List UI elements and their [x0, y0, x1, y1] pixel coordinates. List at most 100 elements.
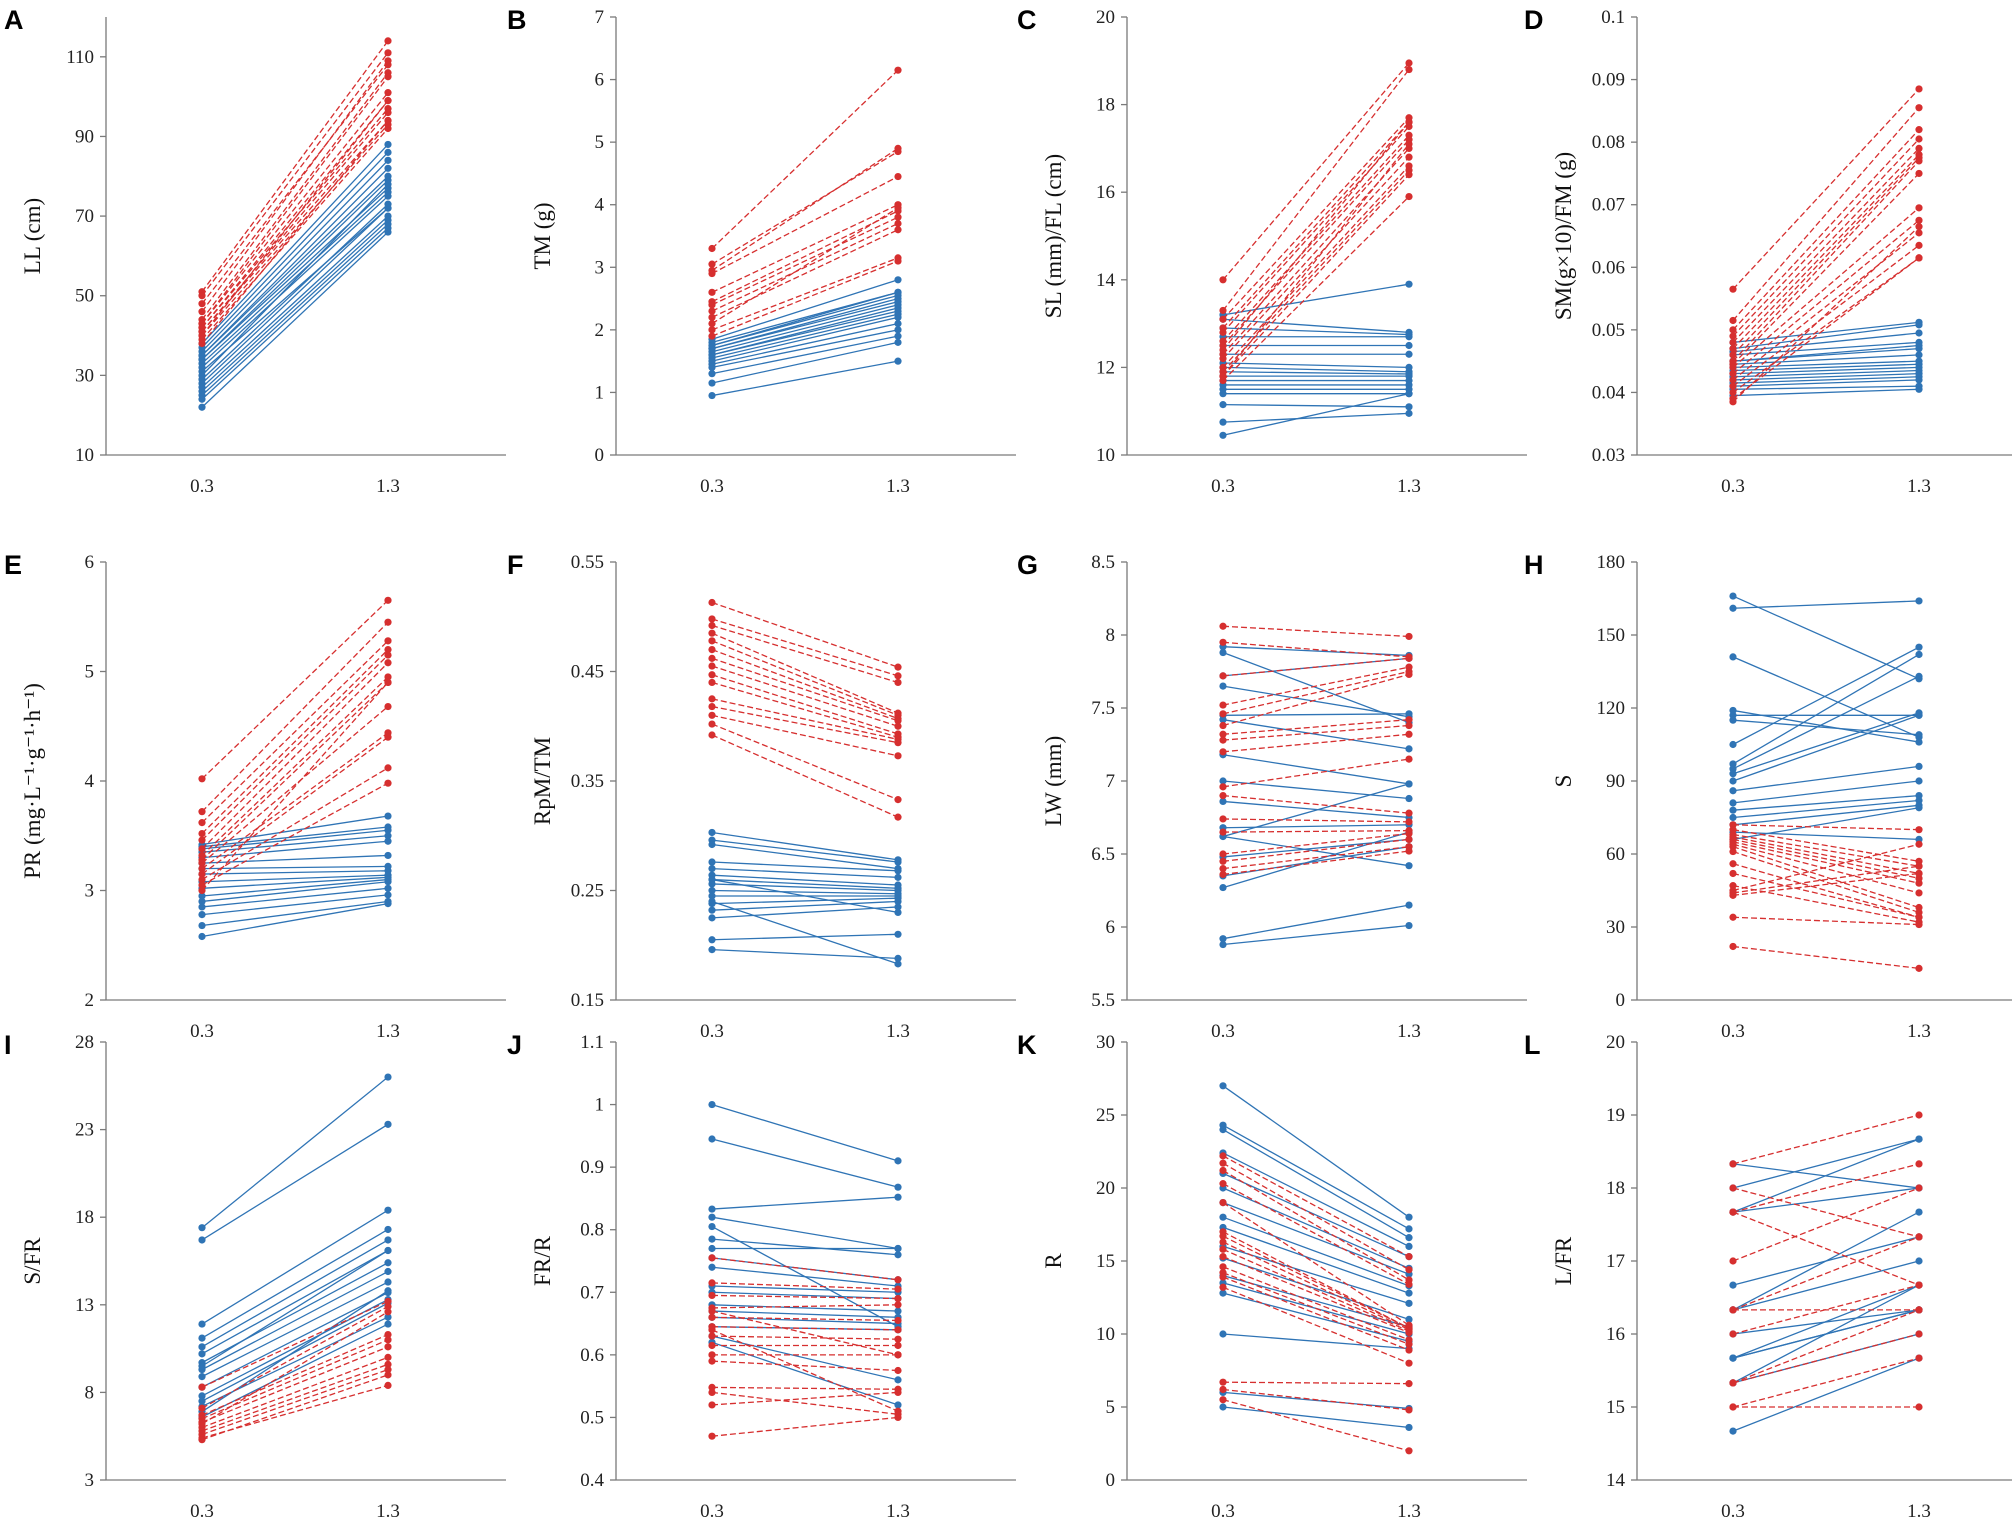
data-line-blue [711, 279, 899, 340]
data-line-red [1222, 69, 1410, 311]
data-line-blue [711, 861, 899, 872]
panel-b: B 0 1 2 3 4 5 6 7 0.3 1.3 TM (g) [507, 5, 1016, 497]
y-tick-label-g: 6.5 [1091, 844, 1115, 865]
data-point-red [1915, 1403, 1923, 1411]
data-point-red [198, 775, 206, 783]
data-point-red [1915, 1354, 1923, 1362]
data-line-red [1732, 846, 1920, 909]
data-point-red [708, 671, 716, 679]
series-red-k [1219, 1152, 1413, 1455]
y-tick-label-c: 20 [1096, 7, 1115, 28]
series-blue-a [198, 140, 392, 411]
data-line-blue [1222, 831, 1410, 889]
data-line-red [1732, 833, 1920, 867]
data-point-red [708, 1291, 716, 1300]
data-point-blue [1219, 777, 1227, 785]
data-line-blue [1222, 327, 1410, 336]
data-point-red [894, 257, 902, 265]
data-line-blue [1732, 595, 1920, 680]
data-point-red [1915, 1281, 1923, 1289]
data-point-red [708, 1357, 716, 1365]
data-point-blue [1729, 653, 1737, 661]
data-point-red [1405, 118, 1413, 126]
data-point-red [1915, 879, 1923, 887]
data-point-red [1219, 622, 1227, 630]
data-point-blue [1729, 770, 1737, 778]
data-point-red [1219, 1159, 1227, 1167]
data-line-red [201, 1374, 389, 1441]
data-line-blue [1222, 371, 1410, 375]
data-point-red [1729, 316, 1737, 325]
data-line-blue [711, 1138, 899, 1188]
data-line-blue [1222, 754, 1410, 785]
y-tick-label-a: 50 [75, 286, 94, 307]
data-point-blue [894, 908, 902, 917]
data-line-red [1732, 157, 1920, 356]
data-line-red [1732, 226, 1920, 403]
data-point-red [708, 1388, 716, 1396]
data-line-red [201, 76, 389, 324]
data-line-red [201, 40, 389, 293]
data-point-red [1219, 306, 1227, 315]
data-point-blue [198, 1362, 206, 1370]
x-tick-label-c: 1.3 [1397, 476, 1421, 497]
x-tick-label-a: 0.3 [190, 476, 214, 497]
data-point-blue [198, 403, 206, 411]
data-line-blue [1732, 656, 1920, 738]
data-line-blue [1222, 924, 1410, 946]
data-point-red [708, 637, 716, 645]
data-point-red [1219, 372, 1227, 380]
data-line-red [1222, 625, 1410, 638]
data-line-red [711, 1360, 899, 1372]
data-line-blue [201, 1270, 389, 1371]
data-line-red [1732, 154, 1920, 350]
data-line-red [1222, 143, 1410, 377]
data-line-red [1222, 1399, 1410, 1452]
data-point-red [384, 1336, 392, 1344]
y-tick-label-a: 90 [75, 126, 94, 147]
data-line-red [1222, 126, 1410, 333]
x-tick-label-f: 0.3 [700, 1021, 724, 1042]
data-point-red [708, 260, 716, 268]
y-tick-label-d: 0.04 [1592, 382, 1626, 403]
panel-k: K 0 5 10 15 20 25 30 0.3 1.3 R [1017, 1030, 1527, 1522]
data-point-red [198, 845, 206, 853]
panel-letter-f: F [507, 550, 524, 580]
data-line-blue [1732, 804, 1920, 826]
y-tick-label-b: 1 [595, 382, 605, 403]
data-line-blue [201, 1076, 389, 1229]
data-point-red [894, 1351, 902, 1359]
data-point-red [1915, 223, 1923, 231]
data-point-red [1729, 345, 1737, 353]
data-line-blue [1222, 651, 1410, 724]
data-point-red [384, 57, 392, 65]
data-point-red [198, 1420, 206, 1428]
data-line-blue [1732, 600, 1920, 609]
data-point-blue [1405, 862, 1413, 870]
data-point-blue [894, 288, 902, 296]
panel-letter-h: H [1524, 550, 1544, 580]
data-point-blue [1219, 1126, 1227, 1134]
data-point-red [708, 1341, 716, 1350]
data-line-red [1732, 916, 1920, 926]
data-line-blue [711, 1216, 899, 1250]
data-point-blue [708, 1213, 716, 1221]
data-point-red [384, 1343, 392, 1351]
data-point-red [894, 172, 902, 181]
data-point-blue [384, 1267, 392, 1276]
data-line-blue [1732, 646, 1920, 746]
panel-letter-g: G [1017, 550, 1038, 580]
data-point-red [1915, 840, 1923, 848]
data-line-blue [711, 341, 899, 384]
x-tick-label-k: 0.3 [1211, 1501, 1235, 1522]
y-axis-title-i: S/FR [20, 1237, 45, 1285]
data-point-blue [708, 840, 716, 849]
data-point-blue [384, 148, 392, 156]
data-line-blue [1222, 412, 1410, 423]
data-point-blue [198, 892, 206, 900]
y-tick-label-l: 15 [1606, 1397, 1625, 1418]
y-tick-label-b: 0 [595, 445, 605, 466]
data-line-blue [711, 843, 899, 870]
data-line-blue [201, 826, 389, 848]
data-line-red [711, 1329, 899, 1412]
